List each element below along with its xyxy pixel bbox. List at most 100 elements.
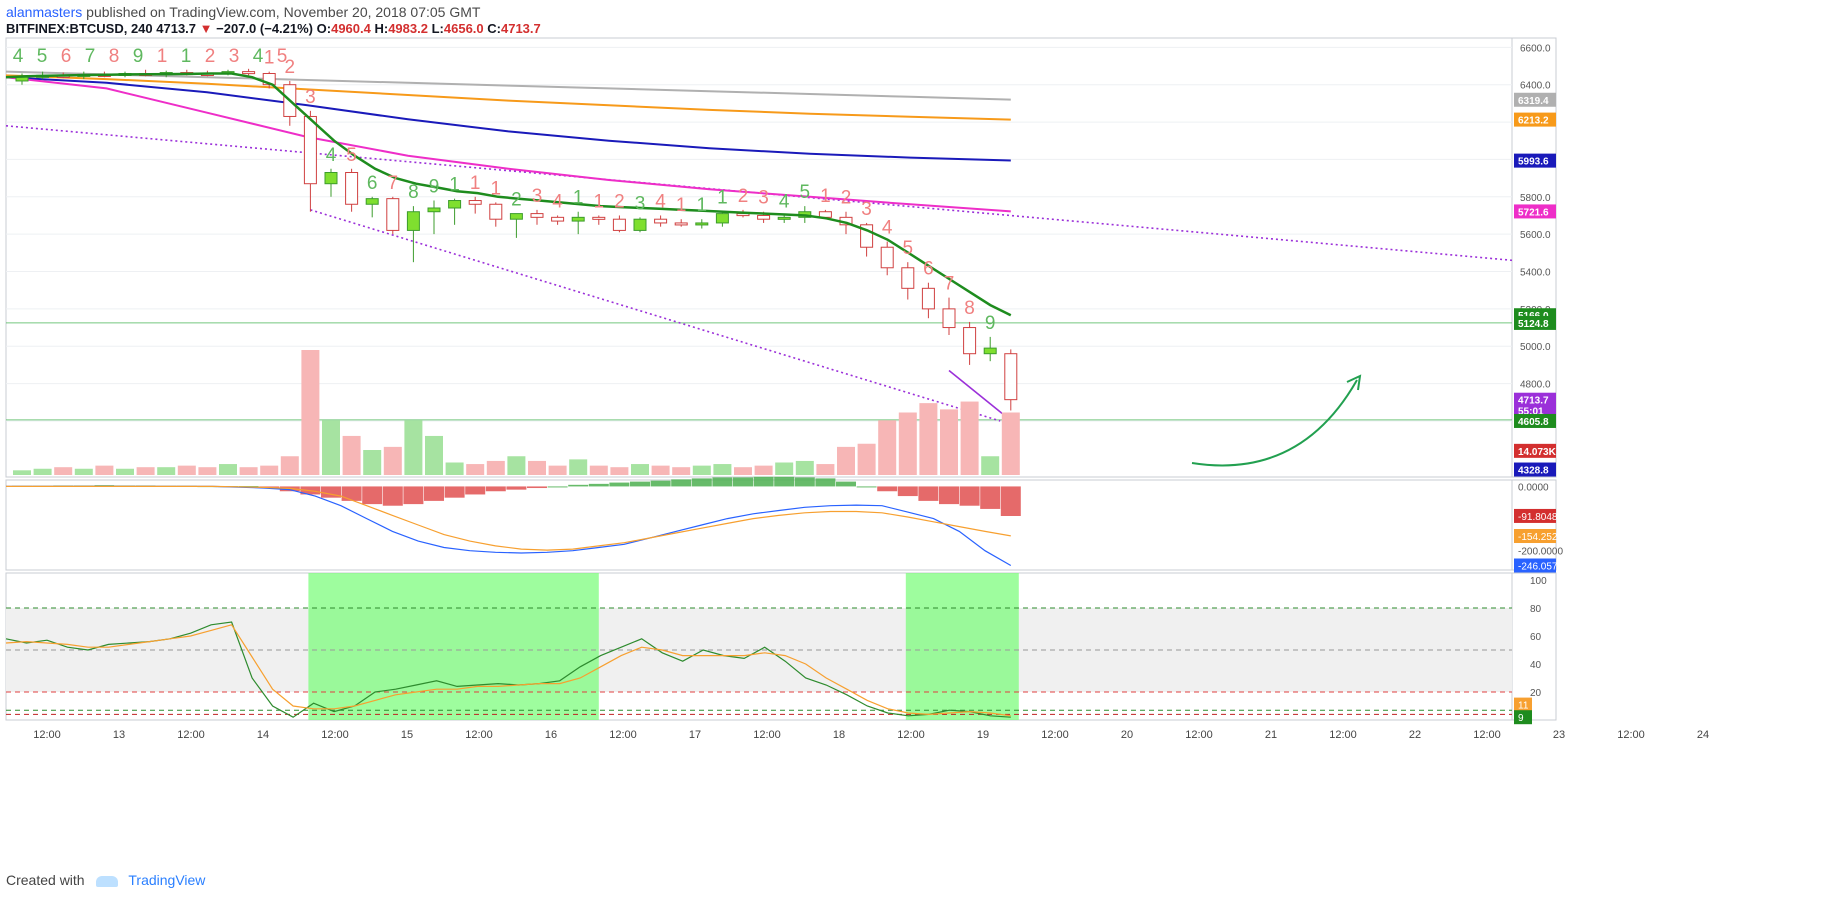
td-count-label: 5 [37,46,48,67]
td-count-label: 8 [964,298,975,319]
macd-histogram-bar [547,486,568,488]
td-count-label: 3 [229,46,240,67]
volume-bar [445,462,464,475]
volume-bar [74,468,93,475]
pane-frame-1 [5,479,1557,571]
td-count-label: 1 [676,195,687,216]
volume-bar [795,460,814,475]
macd-histogram-bar [650,480,671,487]
volume-bar [177,465,196,475]
td-count-label: 5 [277,46,288,67]
price-tick-label: 5400.0 [1520,268,1551,279]
change: −207.0 (−4.21%) [216,21,314,36]
td-count-label: 4 [655,191,666,212]
td-count-label: 1 [264,48,275,69]
chart-canvas[interactable]: 4 5 6 7 8 9 1 1 2 3 4 51 234 56 7 8 9 1 1 12 3 4 1 1 2 3 4 1 1 1 2 3 4 5 1… [0,0,1828,868]
td-count-label: 5 [903,238,914,259]
volume-bar [1001,412,1020,475]
volume-bar [981,456,1000,475]
macd-histogram-bar [836,481,856,487]
time-tick-label: 12:00 [177,729,205,741]
macd-histogram-bar [630,481,650,487]
td-count-label: 3 [635,193,646,214]
price-tick-label: 6600.0 [1520,43,1551,54]
price-badge-label: 5993.6 [1518,157,1549,168]
volume-bar [754,465,773,475]
macd-histogram-bar [753,476,774,487]
price-badge [1514,413,1556,428]
candle [695,222,709,226]
price-pane[interactable]: 4 5 6 7 8 9 1 1 2 3 4 51 234 56 7 8 9 1 1 12 3 4 1 1 2 3 4 1 1 1 2 3 4 5 1… [5,46,1513,475]
macd-pane[interactable] [6,476,1021,567]
price-badge [1514,315,1556,330]
stoch-tick-label: 40 [1530,660,1542,671]
candle [242,71,256,75]
candle [715,213,729,224]
candle [921,287,935,310]
volume-bar [713,464,732,475]
volume-bar [301,350,320,475]
candle [612,218,626,231]
macd-histogram-bar [94,485,115,487]
created-with-label: Created with [6,872,85,888]
stochastic-pane[interactable] [5,573,1512,720]
td-count-label: 2 [841,188,852,209]
forecast-arrow [1191,379,1358,467]
macd-histogram-bar [485,486,506,492]
low-label: L: [431,21,444,36]
candle [530,213,544,218]
td-count-label: 1 [820,186,831,207]
volume-bar [198,467,217,475]
price-badge [1514,392,1556,407]
gray-moving-average [5,70,1011,101]
time-tick-label: 21 [1265,729,1277,741]
time-tick-label: 12:00 [609,729,637,741]
time-tick-label: 12:00 [465,729,493,741]
time-tick-label: 12:00 [1329,729,1357,741]
tradingview-link[interactable]: TradingView [128,872,206,888]
open-label: O: [316,21,332,36]
macd-histogram-bar [959,486,980,506]
price-badge [1514,92,1556,107]
td-count-label: 2 [285,57,296,78]
candle [963,327,977,355]
candle [509,213,523,220]
candle [901,267,915,289]
macd-histogram-bar [897,486,918,497]
macd-histogram-bar [609,482,630,487]
macd-histogram-bar [362,486,383,505]
td-count-label: 9 [985,313,996,334]
macd-histogram-bar [815,478,836,487]
pane-frame-0 [5,37,1557,478]
price-tick-label: 5000.0 [1520,342,1551,353]
high-value: 4983.2 [388,21,428,36]
volume-bar [610,467,629,475]
volume-bar [425,435,443,475]
macd-histogram-bar [939,486,959,505]
volume-bar [54,467,73,475]
macd-axis-label: -154.2528 [1518,532,1563,543]
oversold-zone-1 [308,573,599,720]
time-tick-label: 15 [401,729,413,741]
volume-bar [116,468,134,475]
price-tick-label: 5600.0 [1520,230,1551,241]
macd-badge [1514,529,1556,544]
candle [674,222,688,226]
volume-bar [136,467,155,475]
volume-bar [322,420,340,475]
price-badge-label: 5124.8 [1518,319,1549,330]
volume-bar [363,450,382,475]
td-count-label: 1 [697,195,708,216]
stoch-tick-label: 100 [1530,576,1547,587]
time-tick-label: 23 [1553,729,1565,741]
stoch-tick-label: 20 [1530,688,1542,699]
price-tick-label: 4800.0 [1520,380,1551,391]
volume-bar [775,462,794,475]
candle [427,207,441,213]
author-link[interactable]: alanmasters [6,4,83,20]
stoch-tick-label: 80 [1530,604,1542,615]
macd-histogram-bar [465,486,486,495]
price-badge [1514,153,1556,168]
symbol: BITFINEX:BTCUSD, 240 [6,21,153,36]
volume-bar [404,420,423,475]
